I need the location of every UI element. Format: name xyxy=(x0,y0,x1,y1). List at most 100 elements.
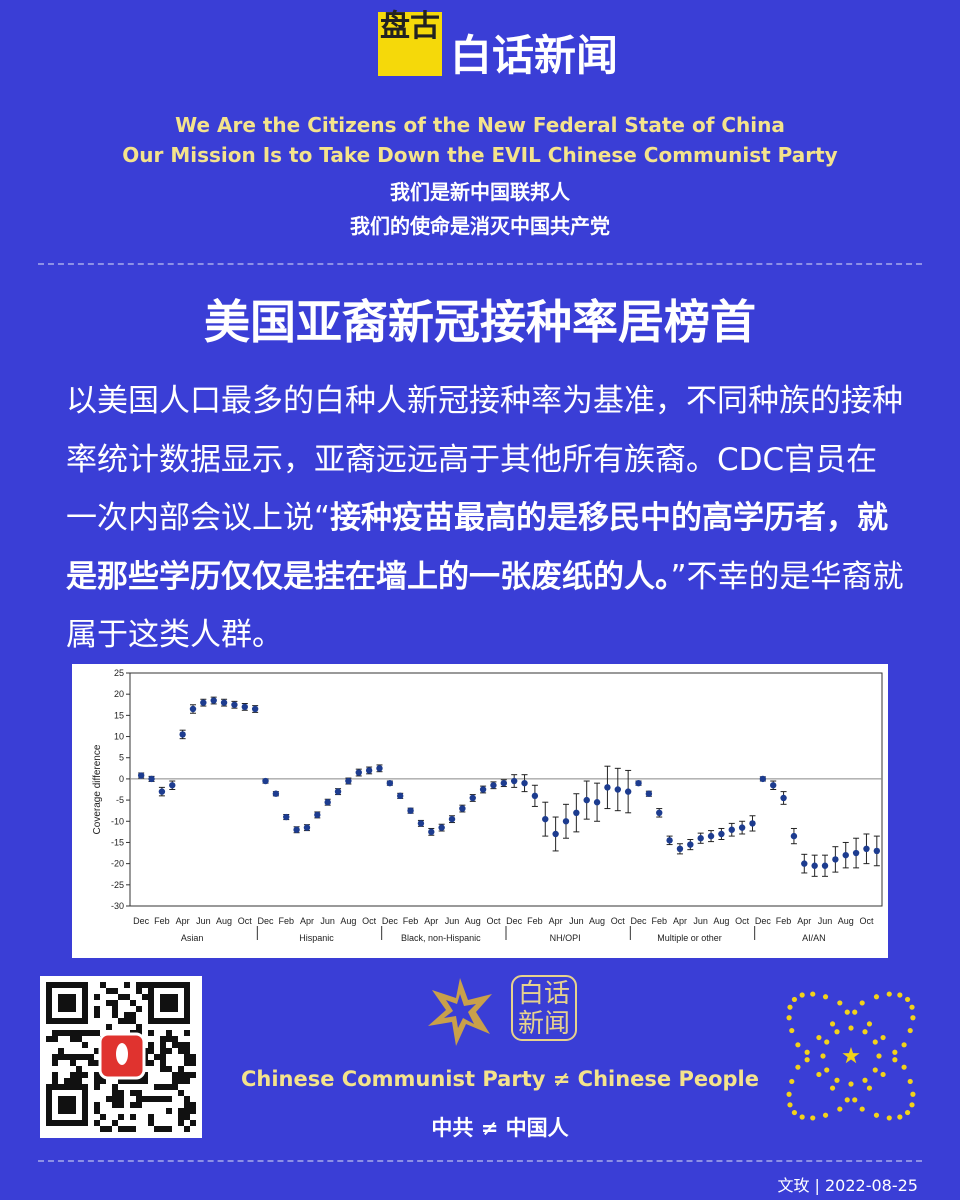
qr-module xyxy=(184,1096,190,1102)
qr-module xyxy=(112,1120,118,1126)
qr-code[interactable] xyxy=(40,976,202,1138)
emblem-dot xyxy=(787,1102,793,1108)
emblem-dot xyxy=(876,1053,882,1059)
qr-module xyxy=(94,1102,100,1108)
qr-module xyxy=(52,1078,58,1084)
emblem-dot xyxy=(844,1097,850,1103)
qr-module xyxy=(190,1060,196,1066)
dot xyxy=(386,779,394,787)
emblem-dot xyxy=(837,1106,843,1112)
chinese-line: 我们的使命是消灭中国共产党 xyxy=(350,214,610,238)
qr-module xyxy=(136,982,142,988)
dot xyxy=(251,705,259,713)
divider xyxy=(38,263,922,265)
qr-module xyxy=(118,1102,124,1108)
x-tick-label: Dec xyxy=(258,916,275,926)
qr-module xyxy=(118,1090,124,1096)
qr-module xyxy=(52,1072,58,1078)
chart-panel: -30 -25 -20 -15 -10 -5 0 5 10 15 20 25 Coverage diff… xyxy=(72,664,888,958)
group-label: NH/OPI xyxy=(550,933,581,943)
dot xyxy=(334,788,342,795)
dot xyxy=(490,782,497,789)
qr-module xyxy=(160,1060,166,1066)
emblem-dot xyxy=(789,1078,795,1085)
y-tick-label: 25 xyxy=(114,668,124,678)
qr-module xyxy=(130,1114,136,1120)
qr-module xyxy=(52,1036,58,1042)
qr-module xyxy=(94,1108,100,1114)
emblem-dot xyxy=(816,1034,822,1041)
qr-module xyxy=(148,1096,154,1102)
dot xyxy=(210,697,217,704)
qr-icon-mark xyxy=(116,1043,128,1065)
qr-module xyxy=(190,1072,196,1078)
logo-text: 白话新闻 xyxy=(450,31,619,80)
dot xyxy=(821,862,829,869)
qr-module xyxy=(154,1126,160,1132)
qr-module xyxy=(94,994,100,1000)
qr-module xyxy=(70,1060,76,1066)
qr-module xyxy=(112,1084,118,1090)
qr-module xyxy=(184,1054,190,1060)
dot xyxy=(811,862,818,869)
qr-module xyxy=(94,1084,100,1090)
qr-module xyxy=(112,1090,118,1096)
qr-module xyxy=(142,1096,148,1102)
x-tick-label: Jun xyxy=(818,916,833,926)
dot xyxy=(314,811,321,819)
dot xyxy=(562,818,570,825)
qr-module xyxy=(76,1036,82,1042)
dot xyxy=(852,849,860,857)
qr-module xyxy=(82,1054,88,1060)
logo-mark: 盘古 xyxy=(380,9,440,44)
qr-module xyxy=(136,1096,142,1102)
y-tick-label: -5 xyxy=(116,795,124,805)
qr-module xyxy=(88,1030,94,1036)
qr-module xyxy=(178,1078,184,1084)
qr-module xyxy=(184,1060,190,1066)
dot xyxy=(241,703,248,711)
qr-module xyxy=(112,1000,118,1006)
x-tick-label: Oct xyxy=(362,916,377,926)
emblem-dot xyxy=(886,1115,892,1121)
dot xyxy=(593,799,601,806)
dot xyxy=(407,807,414,814)
credit: 文玫 | 2022-08-25 xyxy=(777,1176,918,1195)
qr-module xyxy=(70,1078,76,1084)
qr-module xyxy=(64,1078,70,1084)
footer-english: Chinese Communist Party ≠ Chinese People xyxy=(241,1067,759,1091)
y-tick-label: -30 xyxy=(111,901,124,911)
x-tick-label: Feb xyxy=(403,916,419,926)
qr-module xyxy=(118,1126,124,1132)
qr-module xyxy=(166,1126,172,1132)
qr-module xyxy=(52,1030,58,1036)
y-tick-label: -25 xyxy=(111,880,124,890)
dot xyxy=(552,830,559,838)
x-tick-label: Jun xyxy=(320,916,335,926)
dot xyxy=(614,786,621,793)
qr-module xyxy=(94,1006,100,1012)
group-label: Multiple or other xyxy=(657,933,722,943)
qr-module xyxy=(178,1072,184,1078)
emblem-dot xyxy=(907,1027,913,1034)
divider xyxy=(38,1160,922,1162)
qr-module xyxy=(100,982,106,988)
x-tick-label: Aug xyxy=(589,916,605,926)
dot xyxy=(324,799,331,806)
x-tick-label: Aug xyxy=(340,916,356,926)
qr-module xyxy=(52,1054,58,1060)
qr-module xyxy=(106,1096,112,1102)
emblem-dot xyxy=(795,1064,801,1070)
qr-module xyxy=(178,1090,184,1096)
y-tick-label: 15 xyxy=(114,710,124,720)
qr-module xyxy=(88,1060,94,1066)
qr-module xyxy=(76,1078,82,1084)
qr-module xyxy=(148,1060,154,1066)
qr-module xyxy=(184,1048,190,1054)
emblem-dot xyxy=(862,1077,868,1083)
qr-module xyxy=(64,1054,70,1060)
qr-module xyxy=(142,1072,148,1078)
dot xyxy=(583,796,590,804)
emblem-dot xyxy=(909,1004,915,1010)
qr-module xyxy=(184,1102,190,1108)
